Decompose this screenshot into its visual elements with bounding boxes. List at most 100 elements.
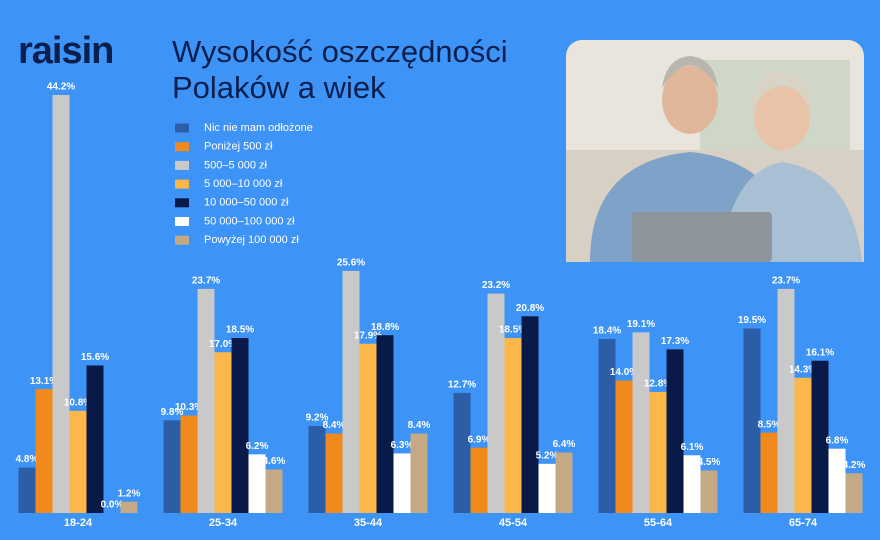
value-label: 6.1% (681, 442, 704, 453)
bar (828, 448, 846, 513)
bar (683, 455, 701, 513)
value-label: 6.4% (553, 439, 576, 450)
bar (308, 425, 326, 513)
legend-label: 500–5 000 zł (204, 159, 268, 171)
bar (521, 316, 539, 513)
bar (359, 343, 377, 513)
value-label: 19.1% (627, 319, 655, 330)
value-label: 6.2% (246, 441, 269, 452)
value-label: 12.8% (644, 379, 672, 390)
value-label: 17.0% (209, 339, 237, 350)
bar (325, 433, 343, 513)
bar (69, 410, 87, 513)
value-label: 6.9% (468, 434, 491, 445)
legend-label: Nic nie mam odłożone (204, 122, 313, 134)
bar (265, 469, 283, 513)
bar (538, 463, 556, 513)
bar (794, 377, 812, 513)
value-label: 6.8% (826, 435, 849, 446)
bar (811, 360, 829, 513)
legend-swatch (175, 217, 189, 226)
bar (18, 467, 36, 513)
value-label: 0.0% (101, 500, 124, 511)
value-label: 8.4% (408, 420, 431, 431)
bar (555, 452, 573, 513)
bar (649, 391, 667, 513)
chart-title: Wysokość oszczędności Polaków a wiek (172, 34, 508, 105)
value-label: 4.8% (16, 454, 39, 465)
bar (410, 433, 428, 513)
bar (845, 473, 863, 513)
value-label: 4.5% (698, 457, 721, 468)
value-label: 14.3% (789, 364, 817, 375)
legend-label: Powyżej 100 000 zł (204, 234, 299, 246)
legend-swatch (175, 160, 189, 170)
value-label: 13.1% (30, 376, 58, 387)
value-label: 4.2% (843, 460, 866, 471)
legend-swatch (175, 123, 189, 133)
x-tick-label: 35-44 (354, 517, 383, 529)
bar (504, 338, 522, 513)
bar (632, 332, 650, 513)
bar (231, 338, 249, 513)
bar (342, 270, 360, 513)
bar (777, 288, 795, 513)
x-tick-label: 18-24 (64, 517, 93, 529)
bar (760, 432, 778, 513)
value-label: 23.7% (192, 276, 220, 287)
value-label: 44.2% (47, 82, 75, 93)
legend-label: 50 000–100 000 zł (204, 215, 295, 227)
bar (180, 415, 198, 513)
legend-swatch (175, 142, 189, 152)
legend-swatch (175, 235, 189, 245)
value-label: 4.6% (263, 456, 286, 467)
value-label: 5.2% (536, 450, 559, 461)
value-label: 23.2% (482, 280, 510, 291)
x-tick-label: 65-74 (789, 517, 818, 529)
bar (376, 335, 394, 513)
value-label: 1.2% (118, 488, 141, 499)
value-label: 16.1% (806, 347, 834, 358)
bar (453, 392, 471, 513)
value-label: 20.8% (516, 303, 544, 314)
bar (470, 447, 488, 513)
value-label: 15.6% (81, 352, 109, 363)
bar (52, 95, 70, 513)
bar (35, 389, 53, 513)
photo (566, 40, 864, 262)
x-tick-label: 45-54 (499, 517, 528, 529)
value-label: 18.5% (226, 325, 254, 336)
bar (393, 453, 411, 513)
legend-label: 10 000–50 000 zł (204, 197, 289, 209)
x-tick-label: 55-64 (644, 517, 673, 529)
bar (615, 380, 633, 513)
value-label: 18.8% (371, 322, 399, 333)
bar (120, 501, 138, 513)
bar (86, 365, 104, 513)
value-label: 6.3% (391, 440, 414, 451)
bar (666, 349, 684, 513)
bar (487, 293, 505, 513)
value-label: 18.4% (593, 326, 621, 337)
value-label: 14.0% (610, 367, 638, 378)
legend-label: Poniżej 500 zł (204, 141, 273, 153)
value-label: 9.2% (306, 413, 329, 424)
legend-swatch (175, 179, 189, 189)
x-tick-label: 25-34 (209, 517, 238, 529)
value-label: 9.8% (161, 407, 184, 418)
bar (214, 352, 232, 513)
value-label: 8.4% (323, 420, 346, 431)
value-label: 23.7% (772, 276, 800, 287)
bar (700, 470, 718, 513)
value-label: 10.3% (175, 402, 203, 413)
value-label: 19.5% (738, 315, 766, 326)
bar (248, 454, 266, 513)
bar (197, 288, 215, 513)
legend-swatch (175, 198, 189, 208)
value-label: 8.5% (758, 419, 781, 430)
bar (743, 328, 761, 513)
legend-label: 5 000–10 000 zł (204, 178, 283, 190)
value-label: 17.9% (354, 330, 382, 341)
